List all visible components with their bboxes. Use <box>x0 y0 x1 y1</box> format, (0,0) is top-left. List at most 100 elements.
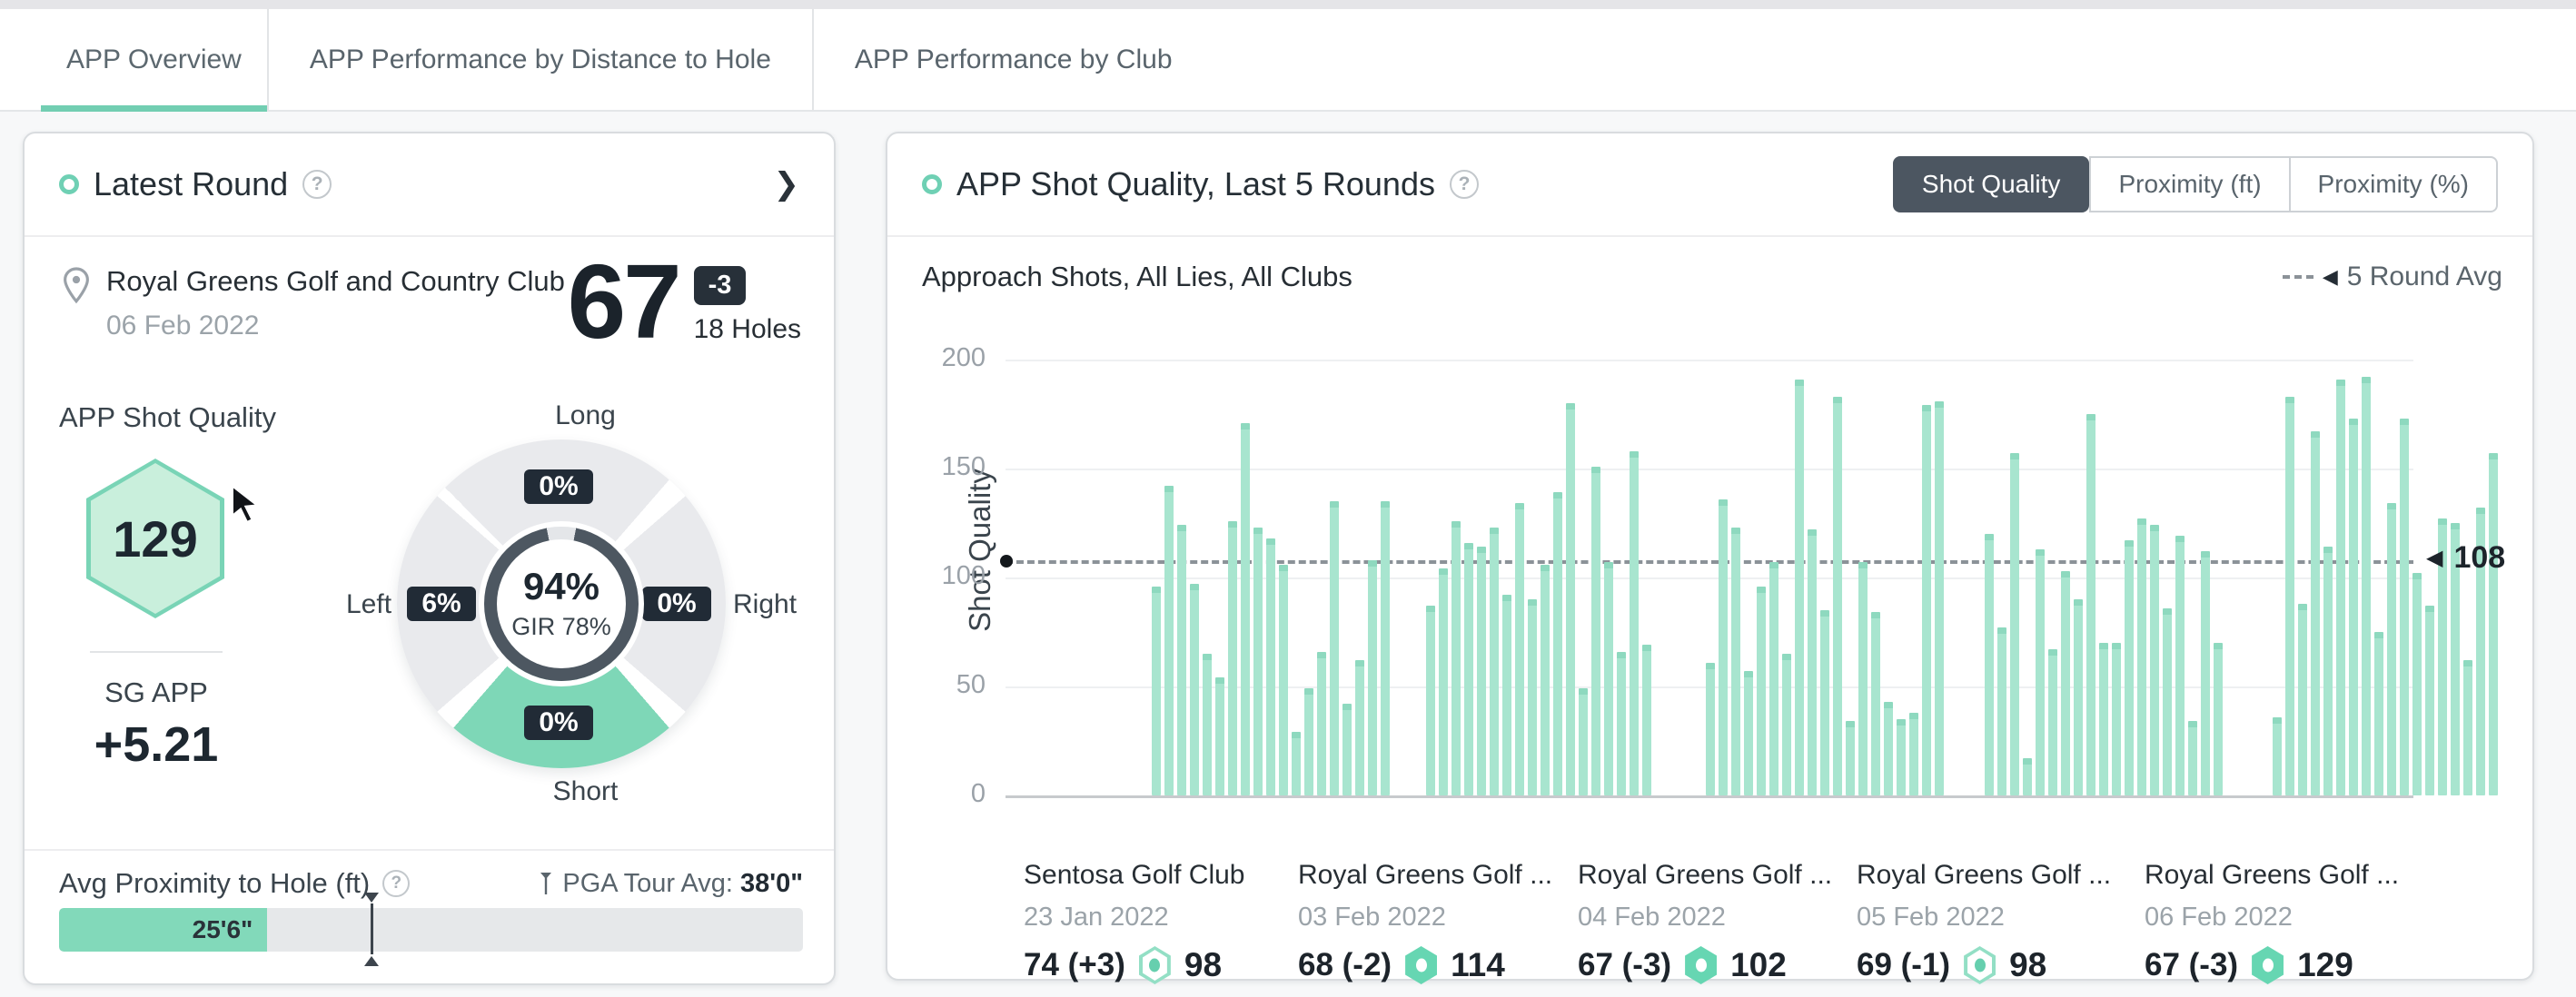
dashed-line-icon <box>2282 275 2313 279</box>
shot-quality-bar <box>1997 627 2006 795</box>
footer-avg-shot-quality: 98 <box>1184 946 1223 983</box>
footer-course-name: Sentosa Golf Club <box>1024 860 1245 890</box>
left-arrow-icon: ◀ <box>2322 265 2338 288</box>
sg-app-label: SG APP <box>104 676 208 708</box>
shot-quality-bar <box>1553 492 1562 795</box>
toggle-shot-quality[interactable]: Shot Quality <box>1892 156 2090 212</box>
toggle-proximity-pct[interactable]: Proximity (%) <box>2290 156 2498 212</box>
shot-quality-bar <box>1858 562 1868 795</box>
shot-quality-value: 129 <box>113 509 198 568</box>
plot-area: 200 150 100 50 0 <box>942 343 2498 808</box>
gridline <box>1006 795 2413 798</box>
tab-app-performance-club[interactable]: APP Performance by Club <box>811 9 1214 110</box>
shot-quality-bar <box>2086 414 2095 795</box>
shot-quality-bar <box>2413 573 2422 795</box>
footer-avg-shot-quality: 98 <box>2009 946 2047 983</box>
shot-quality-bar <box>1490 528 1499 795</box>
shot-quality-bar <box>1266 538 1275 795</box>
shot-quality-bar <box>1897 719 1906 795</box>
shot-quality-bar <box>1528 599 1537 795</box>
left-arrow-icon: ◀ <box>2426 545 2443 570</box>
footer-round-date: 06 Feb 2022 <box>2145 903 2293 932</box>
tab-bar: APP Overview APP Performance by Distance… <box>0 9 2576 112</box>
round-bar-group <box>1706 380 1944 795</box>
tab-label: APP Performance by Distance to Hole <box>309 44 771 74</box>
shot-quality-title: APP Shot Quality, Last 5 Rounds <box>956 165 1435 202</box>
shot-quality-bar <box>2476 508 2485 795</box>
latest-round-header: Latest Round ? ❯ <box>25 150 834 219</box>
avg-proximity-label: Avg Proximity to Hole (ft) <box>59 867 371 899</box>
shot-quality-bar <box>1757 587 1766 795</box>
round-footer-block: Royal Greens Golf ... 05 Feb 2022 69 (-1) 9… <box>1857 860 2125 984</box>
chevron-right-icon[interactable]: ❯ <box>773 167 800 202</box>
shot-quality-bar <box>2438 518 2447 795</box>
shot-quality-bar <box>2374 632 2383 795</box>
shot-quality-bar <box>1935 401 1944 795</box>
shot-quality-bar <box>1330 501 1339 795</box>
teal-ring-icon <box>922 174 942 194</box>
shot-quality-bar <box>2150 525 2159 795</box>
gir-progress-ring: 94% GIR 78% <box>484 527 639 681</box>
footer-round-score: 67 (-3) <box>1578 947 1672 982</box>
dispersion-donut: Long Left Right Short 0% 6% 0% 0% 94% GI… <box>346 397 801 806</box>
shot-quality-bar <box>2387 503 2396 795</box>
gridline <box>1006 577 2413 579</box>
round-location: Royal Greens Golf and Country Club 06 Fe… <box>59 265 565 341</box>
shot-quality-bar <box>2036 549 2045 795</box>
pin-marker-icon <box>540 873 552 894</box>
help-icon[interactable]: ? <box>302 170 332 199</box>
shot-quality-bar <box>1769 562 1778 795</box>
shot-quality-bar <box>2074 599 2083 795</box>
shot-quality-bar <box>1515 503 1524 795</box>
shot-quality-bar <box>2163 608 2172 795</box>
divider <box>887 235 2532 237</box>
round-footer-block: Royal Greens Golf ... 06 Feb 2022 67 (-3) 1… <box>2145 860 2413 984</box>
toggle-proximity-ft[interactable]: Proximity (ft) <box>2089 156 2291 212</box>
divider <box>25 849 834 851</box>
shot-quality-bar <box>1228 521 1237 795</box>
tab-label: APP Overview <box>66 44 242 74</box>
shot-quality-bar <box>1579 688 1588 795</box>
avg-line-value-flag: ◀ 108 <box>2426 540 2505 576</box>
tab-app-performance-distance[interactable]: APP Performance by Distance to Hole <box>266 9 812 110</box>
shot-quality-bar <box>2061 571 2070 795</box>
y-tick-label: 150 <box>941 452 986 481</box>
shot-quality-bar <box>1884 702 1893 795</box>
shot-quality-bar <box>1381 501 1390 795</box>
help-icon[interactable]: ? <box>382 870 411 897</box>
footer-avg-shot-quality: 129 <box>2297 946 2353 983</box>
legend-label: 5 Round Avg <box>2346 262 2502 291</box>
shot-quality-bar <box>1846 721 1855 795</box>
help-icon[interactable]: ? <box>1449 170 1479 199</box>
shot-quality-bar <box>1719 499 1728 795</box>
divider <box>25 235 834 237</box>
shot-quality-hexagon-icon <box>1685 946 1718 984</box>
footer-round-score: 74 (+3) <box>1024 947 1125 982</box>
shot-quality-bar <box>2285 397 2294 795</box>
shot-quality-bar <box>1566 403 1575 795</box>
round-score: 67 <box>567 242 682 360</box>
y-tick-label: 200 <box>941 343 986 372</box>
long-pct-badge: 0% <box>524 469 593 504</box>
tab-app-overview[interactable]: APP Overview <box>41 9 267 112</box>
app-shot-quality-label: APP Shot Quality <box>59 401 276 433</box>
shot-quality-bar <box>2099 643 2108 795</box>
shot-quality-hexagon: 129 <box>86 459 224 618</box>
shot-quality-bar <box>1368 560 1377 795</box>
footer-round-score: 68 (-2) <box>1298 947 1392 982</box>
round-bar-group <box>2273 377 2498 795</box>
left-pct-badge: 6% <box>407 587 476 621</box>
shot-quality-bar <box>1502 595 1511 795</box>
footer-course-name: Royal Greens Golf ... <box>1578 860 1833 890</box>
metric-toggle-group: Shot Quality Proximity (ft) Proximity (%… <box>1892 156 2498 212</box>
avg-line-start-dot <box>1000 554 1013 568</box>
y-tick-label: 50 <box>956 670 986 699</box>
location-pin-icon <box>64 267 89 304</box>
shot-quality-bar <box>1215 677 1224 795</box>
latest-round-title: Latest Round <box>94 165 289 202</box>
shot-quality-bar <box>2400 419 2409 795</box>
shot-quality-bar <box>1439 568 1448 795</box>
shot-quality-bar <box>1203 654 1212 795</box>
shot-quality-bar <box>2201 551 2210 795</box>
